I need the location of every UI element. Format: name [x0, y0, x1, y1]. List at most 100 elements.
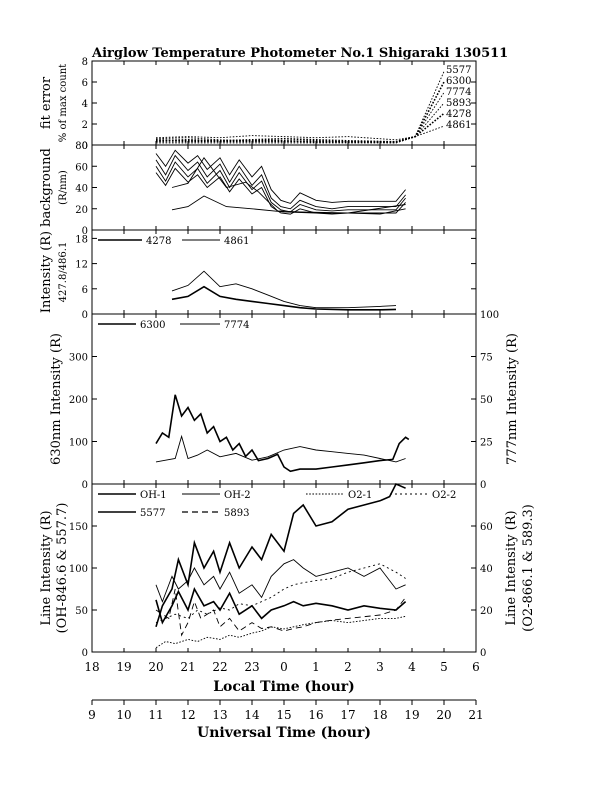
y-tick-label: 20 [75, 205, 88, 216]
local-time-tick-label: 5 [440, 660, 448, 674]
y-tick-label: 12 [75, 260, 88, 271]
series-line-bg-2 [155, 161, 406, 213]
series-line-4861 [156, 125, 445, 144]
universal-time-axis-label: Universal Time (hour) [197, 725, 371, 741]
y2-tick-label: 60 [480, 522, 493, 533]
y2-tick-label: 50 [480, 395, 493, 406]
series-line-O2-2 [155, 563, 406, 624]
panel-630-777: 0 100 200 300 0 25 50 75 100 630nm Intensity (R) 7… [49, 310, 520, 491]
universal-time-tick-label: 10 [116, 708, 131, 722]
y2-tick-label: 20 [480, 606, 493, 617]
series-line-bg-1 [155, 154, 406, 210]
series-line-O2-1 [155, 615, 406, 649]
legend-label-4278: 4278 [146, 236, 171, 247]
local-time-tick-label: 2 [344, 660, 352, 674]
series-line-4278 [171, 285, 397, 311]
universal-time-tick-label: 19 [404, 708, 419, 722]
universal-time-tick-label: 17 [340, 708, 355, 722]
series-line-7774 [155, 434, 406, 463]
y-tick-label: 40 [75, 184, 88, 195]
series-line-4278 [155, 112, 445, 143]
y-axis-label: background [39, 148, 54, 227]
y-axis-label-line2: (R/nm) [58, 170, 69, 205]
y-tick-label: 0 [82, 310, 88, 321]
series-label-5577: 5577 [446, 65, 471, 76]
y-axis-label-line2: 427.8/486.1 [58, 242, 69, 303]
y-axis-label: fit error [39, 76, 54, 129]
legend-label-4861: 4861 [224, 236, 249, 247]
y-tick-label: 18 [75, 234, 88, 245]
legend-label-O2-1: O2-1 [348, 490, 372, 501]
y2-tick-label: 100 [480, 310, 499, 321]
panel-frame [91, 313, 477, 485]
y-tick-label: 0 [82, 141, 88, 152]
series-line-5893 [155, 588, 406, 637]
local-time-tick-label: 18 [84, 660, 99, 674]
y-axis-label-line2: % of max count [58, 64, 69, 142]
series-label-7774: 7774 [446, 87, 471, 98]
series-line-bg-0 [155, 149, 406, 204]
universal-time-tick-label: 9 [88, 708, 96, 722]
series-label-4278: 4278 [446, 109, 471, 120]
universal-time-tick-label: 12 [180, 708, 195, 722]
y-tick-label: 6 [82, 285, 88, 296]
y-axis-label: 630nm Intensity (R) [49, 333, 64, 465]
series-line-5577 [155, 71, 445, 144]
y-tick-label: 0 [82, 226, 88, 237]
y-tick-label: 100 [69, 564, 88, 575]
panel-frame [91, 144, 477, 231]
panel-intensity-427-486: 0 6 12 18 Intensity (R) 427.8/486.1 4278 4861 [39, 229, 477, 321]
local-time-tick-label: 21 [180, 660, 195, 674]
universal-time-tick-label: 21 [468, 708, 483, 722]
series-line-bg-4 [171, 157, 406, 214]
series-line-7774 [156, 92, 445, 143]
y-tick-label: 6 [82, 78, 88, 89]
y-tick-label: 150 [69, 522, 88, 533]
legend-label-5577: 5577 [140, 508, 165, 519]
series-label-6300: 6300 [446, 76, 471, 87]
universal-time-tick-label: 16 [308, 708, 323, 722]
y-tick-label: 8 [82, 57, 88, 68]
y2-tick-label: 0 [480, 648, 486, 659]
local-time-tick-label: 4 [408, 660, 416, 674]
y-tick-label: 0 [82, 480, 88, 491]
local-time-tick-label: 23 [244, 660, 259, 674]
legend-label-O2-2: O2-2 [432, 490, 456, 501]
y-tick-label: 50 [75, 606, 88, 617]
legend-label-6300: 6300 [140, 320, 165, 331]
legend-label-7774: 7774 [224, 320, 249, 331]
legend-label-OH-2: OH-2 [224, 490, 251, 501]
panel-frame [91, 60, 477, 146]
series-line-6300 [155, 81, 445, 143]
local-time-tick-label: 6 [472, 660, 480, 674]
universal-time-tick-label: 13 [212, 708, 227, 722]
universal-time-tick-label: 14 [244, 708, 260, 722]
y2-axis-label-line2: (O2-866.1 & 589.3) [521, 504, 536, 632]
y-axis-label: Intensity (R) [39, 231, 54, 313]
series-line-OH-2 [155, 559, 406, 603]
y-tick-label: 60 [75, 162, 88, 173]
series-line-6300 [155, 394, 410, 473]
y2-tick-label: 0 [480, 480, 486, 491]
local-time-tick-label: 20 [148, 660, 163, 674]
universal-time-tick-label: 20 [436, 708, 451, 722]
y2-tick-label: 40 [480, 564, 493, 575]
panel-fit-error: 0 2 4 6 8 fit error % of max count 557763007774… [39, 57, 477, 152]
universal-time-tick-label: 18 [372, 708, 387, 722]
y-tick-label: 200 [69, 395, 88, 406]
y-tick-label: 100 [69, 438, 88, 449]
y-tick-label: 300 [69, 353, 88, 364]
figure-title: Airglow Temperature Photometer No.1 Shig… [91, 46, 508, 61]
series-line-5893 [155, 102, 445, 141]
y-axis-label: Line Intensity (R) [39, 510, 54, 625]
legend-label-5893: 5893 [224, 508, 249, 519]
local-time-axis-label: Local Time (hour) [213, 679, 355, 695]
legend-label-OH-1: OH-1 [140, 490, 167, 501]
y2-tick-label: 25 [480, 438, 493, 449]
y-tick-label: 80 [75, 141, 88, 152]
universal-time-tick-label: 15 [276, 708, 291, 722]
y-tick-label: 2 [82, 120, 88, 131]
y-tick-label: 4 [82, 99, 88, 110]
